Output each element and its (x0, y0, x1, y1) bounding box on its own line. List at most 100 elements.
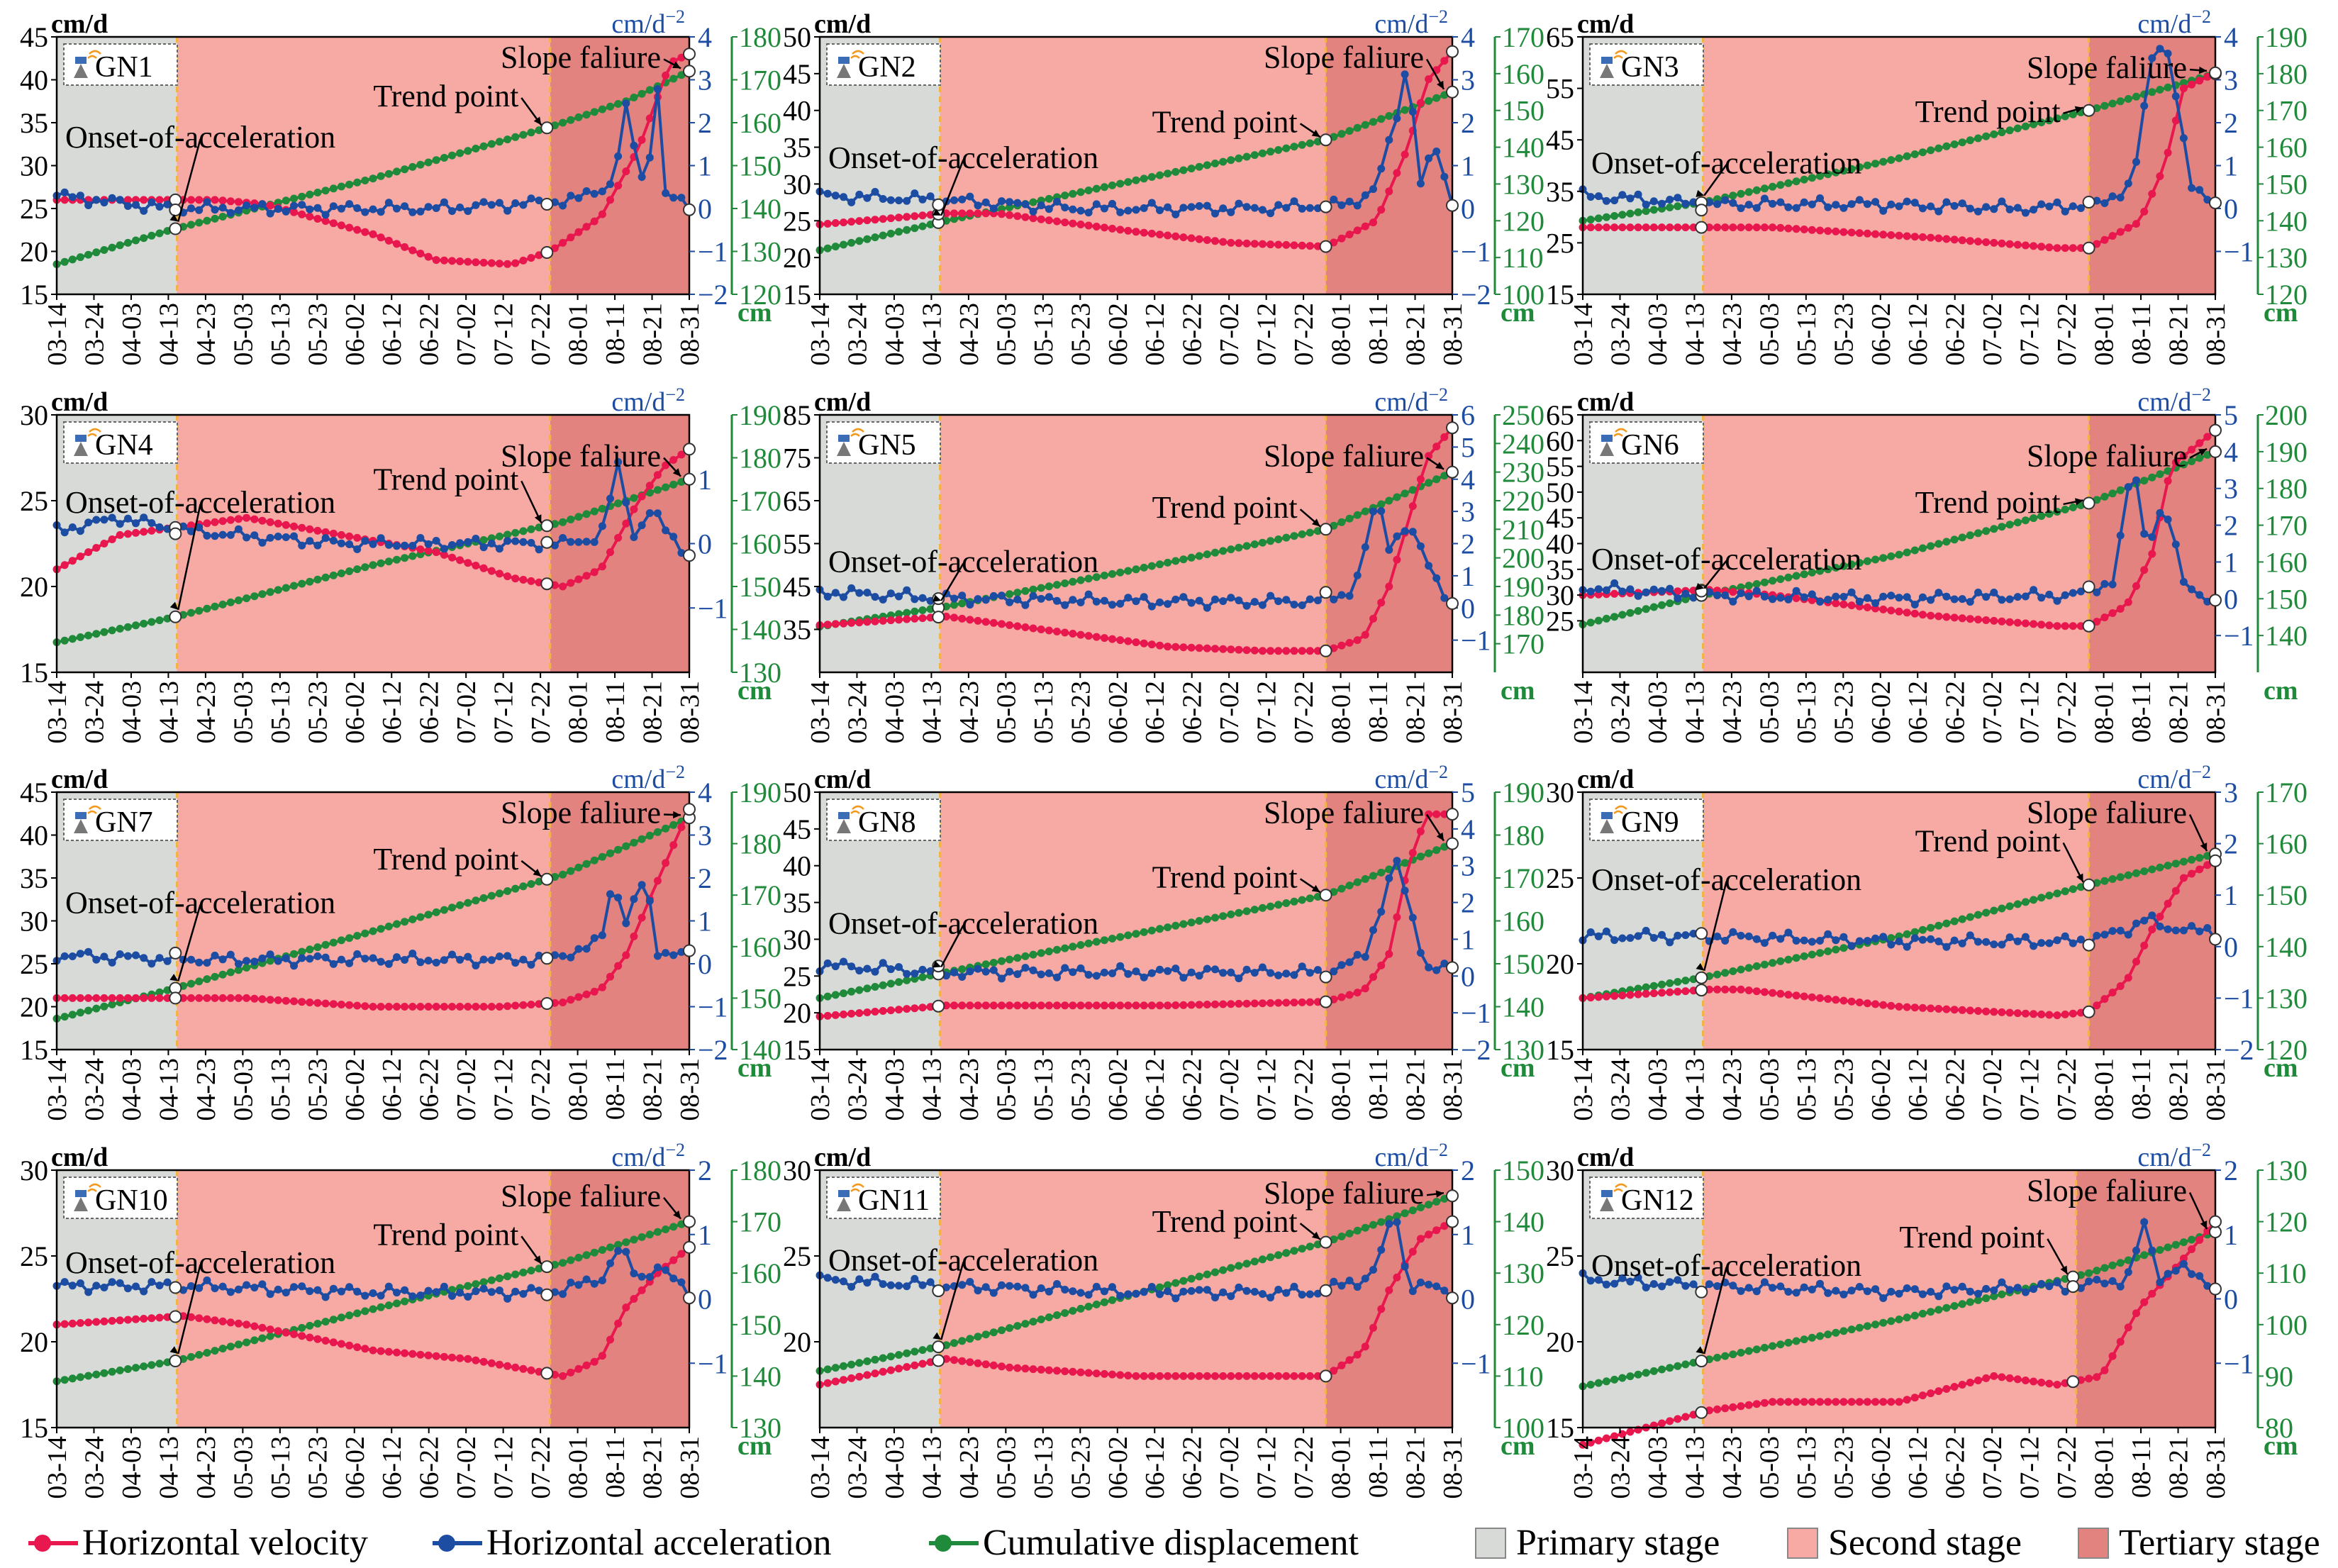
displacement-tick-label: 160 (2265, 546, 2308, 578)
date-tick-label: 05-03 (991, 1058, 1021, 1121)
date-tick-label: 06-02 (340, 1436, 370, 1499)
stage-marker (169, 1310, 182, 1323)
velocity-tick-label: 45 (20, 777, 48, 808)
date-tick-label: 05-13 (1792, 303, 1822, 366)
date-tick-label: 03-24 (842, 303, 872, 366)
velocity-tick-label: 30 (783, 1155, 811, 1186)
date-tick-label: 05-03 (228, 303, 258, 366)
stage-marker (1695, 1406, 1708, 1419)
trend-point-label-arrowhead (1311, 129, 1320, 138)
velocity-tick-label: 15 (20, 657, 48, 689)
station-label-box (63, 421, 178, 464)
stage-marker (1319, 240, 1332, 253)
date-tick-label: 08-01 (1327, 303, 1357, 366)
stage-marker (540, 1288, 554, 1301)
acceleration-tick-label: 1 (1461, 150, 1475, 182)
date-tick-label: 07-02 (1978, 1436, 2008, 1499)
acceleration-axis-unit: cm/d−2 (1374, 1140, 1448, 1172)
legend-acceleration-swatch (433, 1534, 482, 1552)
acceleration-tick-label: 4 (2224, 436, 2238, 468)
date-tick-label: 06-12 (1140, 1058, 1170, 1121)
slope-failure-label: Slope faliure (2027, 50, 2187, 85)
acceleration-line (819, 74, 1454, 217)
acceleration-tick-label: 4 (1461, 813, 1475, 845)
velocity-axis-unit: cm/d (51, 1142, 108, 1172)
gnss-antenna-icon (74, 442, 88, 456)
date-tick-label: 05-03 (228, 1436, 258, 1499)
trend-point-label: Trend point (373, 462, 518, 496)
stage-marker (1319, 200, 1332, 213)
date-tick-label: 07-12 (1252, 681, 1282, 744)
date-tick-label: 03-24 (842, 1058, 872, 1121)
velocity-tick-label: 20 (783, 1326, 811, 1358)
displacement-tick-label: 90 (2265, 1360, 2293, 1392)
stage-marker (1695, 984, 1708, 997)
date-tick-label: 04-23 (1718, 1058, 1747, 1121)
stage-marker (2082, 241, 2095, 255)
stage-marker (1695, 221, 1708, 234)
displacement-tick-label: 170 (2265, 95, 2308, 127)
velocity-tick-label: 30 (20, 1155, 48, 1186)
date-tick-label: 06-12 (1140, 681, 1170, 744)
displacement-tick-label: 130 (739, 236, 781, 268)
station-label-text: GN1 (95, 51, 153, 84)
second-stage-band (1703, 1170, 2076, 1428)
displacement-tick-label: 110 (1502, 242, 1544, 274)
date-tick-label: 08-01 (564, 1436, 594, 1499)
date-tick-label: 07-02 (1215, 681, 1245, 744)
stage-marker (2066, 1280, 2080, 1294)
slope-failure-label: Slope faliure (1264, 439, 1424, 474)
station-label: GN11 (826, 1177, 941, 1219)
onset-label-arrowhead (933, 594, 942, 602)
date-tick-label: 07-22 (1289, 681, 1319, 744)
velocity-tick-label: 40 (783, 850, 811, 882)
acceleration-tick-label: 0 (1461, 1284, 1475, 1316)
date-tick-label: 05-23 (303, 303, 333, 366)
date-tick-label: 08-11 (2127, 1436, 2156, 1498)
velocity-tick-label: 65 (1546, 399, 1574, 431)
station-label-text: GN11 (858, 1184, 930, 1217)
displacement-tick-label: 210 (1502, 513, 1544, 545)
displacement-axis-unit: cm (1501, 298, 1535, 328)
acceleration-tick-label: 0 (2224, 583, 2238, 615)
acceleration-tick-label: 0 (2224, 1284, 2238, 1316)
date-tick-label: 08-11 (1364, 681, 1393, 743)
date-tick-label: 04-03 (880, 681, 910, 744)
acceleration-tick-label: 3 (2224, 65, 2238, 96)
velocity-tick-label: 20 (20, 1326, 48, 1358)
displacement-tick-label: 160 (2265, 132, 2308, 164)
acceleration-tick-label: 4 (698, 777, 712, 808)
date-tick-label: 06-02 (1103, 1436, 1133, 1499)
stage-marker (1319, 644, 1332, 657)
displacement-tick-label: 190 (1502, 777, 1544, 808)
displacement-tick-label: 140 (2265, 205, 2308, 237)
tertiary-stage-band (2088, 415, 2215, 672)
displacement-tick-label: 130 (739, 657, 781, 689)
date-tick-label: 05-13 (266, 303, 296, 366)
stage-marker (1319, 1284, 1332, 1297)
slope-failure-label: Slope faliure (1264, 40, 1424, 75)
onset-label: Onset-of-acceleration (828, 1243, 1098, 1278)
stage-marker (683, 1215, 696, 1228)
acceleration-tick-label: 1 (698, 150, 712, 182)
acceleration-tick-label: 0 (1461, 960, 1475, 992)
onset-label: Onset-of-acceleration (1591, 862, 1861, 897)
displacement-tick-label: 170 (739, 485, 781, 517)
displacement-axis-unit: cm (2264, 676, 2298, 706)
stage-marker (540, 535, 554, 549)
displacement-tick-label: 120 (2265, 1206, 2308, 1238)
gnss-panel-icon (1601, 57, 1613, 64)
onset-label: Onset-of-acceleration (1591, 542, 1861, 577)
acceleration-tick-label: −1 (698, 1347, 728, 1379)
trend-point-label: Trend point (1899, 1220, 2044, 1255)
date-tick-label: 03-24 (842, 1436, 872, 1499)
date-tick-label: 08-31 (675, 1436, 705, 1499)
legend-second-label: Second stage (1828, 1523, 2022, 1563)
date-tick-label: 07-22 (2052, 1058, 2082, 1121)
stage-marker (1319, 133, 1332, 147)
date-tick-label: 06-22 (1178, 1058, 1208, 1121)
